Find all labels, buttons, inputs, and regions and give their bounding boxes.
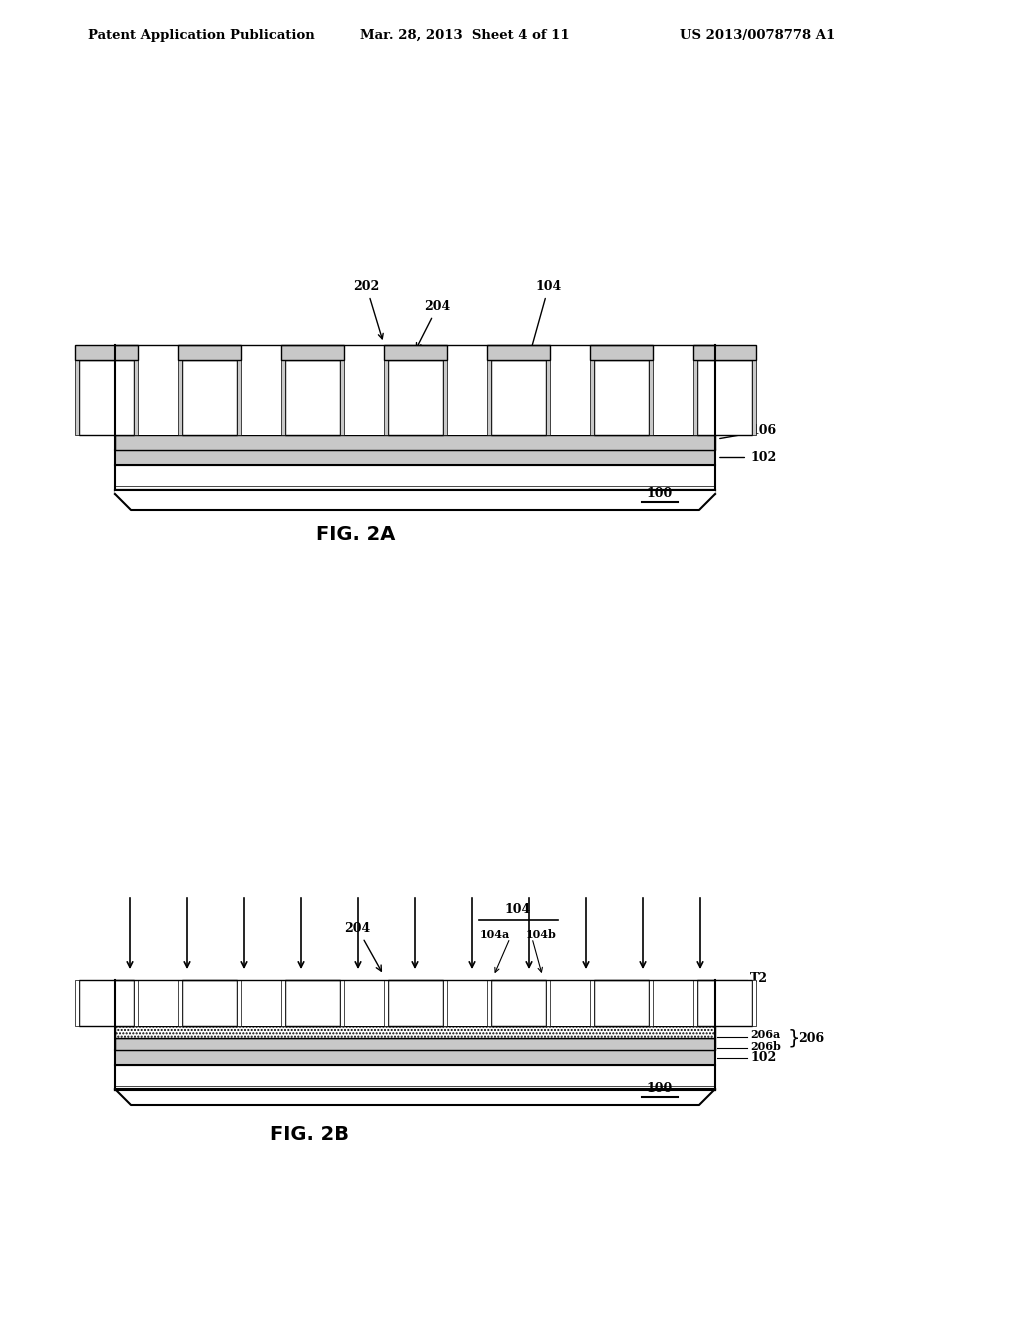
Bar	[79, 979, 133, 1026]
Bar	[594, 979, 648, 1026]
Bar	[181, 360, 237, 436]
Bar	[75, 979, 115, 1026]
Bar	[486, 345, 550, 360]
Text: Patent Application Publication: Patent Application Publication	[88, 29, 314, 41]
Bar	[75, 360, 115, 436]
Text: 206a: 206a	[750, 1030, 780, 1040]
Bar	[550, 360, 590, 436]
Bar	[79, 360, 133, 436]
Bar	[115, 1065, 715, 1090]
Bar	[115, 436, 715, 450]
Bar	[648, 979, 652, 1026]
Text: FIG. 2B: FIG. 2B	[270, 1126, 349, 1144]
Bar	[177, 360, 181, 436]
Bar	[137, 360, 177, 436]
Bar	[237, 360, 241, 436]
Bar	[115, 1038, 715, 1049]
Text: 104: 104	[517, 280, 562, 393]
Bar	[115, 1049, 715, 1065]
Bar	[137, 979, 177, 1026]
Bar	[177, 979, 181, 1026]
Bar	[115, 490, 715, 494]
Bar	[75, 345, 137, 360]
Text: T2: T2	[750, 972, 768, 985]
Bar	[715, 979, 756, 1026]
Polygon shape	[115, 1089, 715, 1105]
Bar	[696, 979, 752, 1026]
Bar	[652, 360, 692, 436]
Bar	[550, 979, 590, 1026]
Bar	[343, 360, 384, 436]
Text: 106: 106	[720, 425, 776, 438]
Bar	[340, 360, 343, 436]
Text: 204: 204	[417, 300, 451, 348]
Text: Mar. 28, 2013  Sheet 4 of 11: Mar. 28, 2013 Sheet 4 of 11	[360, 29, 569, 41]
Bar	[696, 360, 752, 436]
Bar	[442, 360, 446, 436]
Bar	[384, 360, 387, 436]
Text: 206: 206	[798, 1031, 824, 1044]
Bar	[594, 360, 648, 436]
Bar	[133, 360, 137, 436]
Bar	[715, 360, 756, 436]
Bar	[281, 345, 343, 360]
Bar	[692, 345, 756, 360]
Bar	[285, 979, 340, 1026]
Bar	[343, 979, 384, 1026]
Text: FIG. 2A: FIG. 2A	[316, 525, 395, 544]
Bar	[486, 979, 490, 1026]
Bar	[340, 979, 343, 1026]
Bar	[590, 360, 594, 436]
Text: 100: 100	[647, 487, 673, 500]
Text: 102: 102	[750, 1051, 776, 1064]
Bar	[692, 360, 696, 436]
Bar	[281, 979, 285, 1026]
Bar	[446, 979, 486, 1026]
Bar	[590, 979, 594, 1026]
Text: 206b: 206b	[750, 1041, 781, 1052]
Bar	[285, 360, 340, 436]
Text: 104a: 104a	[480, 928, 510, 940]
Bar	[241, 979, 281, 1026]
Bar	[241, 360, 281, 436]
Bar	[752, 360, 756, 436]
Text: 102: 102	[720, 451, 776, 465]
Bar	[115, 465, 715, 490]
Text: 100: 100	[647, 1082, 673, 1096]
Bar	[387, 360, 442, 436]
Bar	[692, 979, 696, 1026]
Text: 202: 202	[353, 280, 383, 339]
Bar	[177, 345, 241, 360]
Bar	[652, 979, 692, 1026]
Bar	[486, 360, 490, 436]
Bar	[237, 979, 241, 1026]
Text: 204: 204	[344, 921, 381, 972]
Text: US 2013/0078778 A1: US 2013/0078778 A1	[680, 29, 836, 41]
Bar	[281, 360, 285, 436]
Bar	[181, 979, 237, 1026]
Bar	[546, 360, 550, 436]
Text: 104b: 104b	[526, 928, 557, 940]
Bar	[446, 360, 486, 436]
Bar	[75, 979, 79, 1026]
Text: }: }	[788, 1028, 801, 1048]
Bar	[133, 979, 137, 1026]
Bar	[384, 345, 446, 360]
Bar	[115, 450, 715, 465]
Bar	[387, 979, 442, 1026]
Bar	[442, 979, 446, 1026]
Bar	[546, 979, 550, 1026]
Text: 104: 104	[505, 903, 531, 916]
Bar	[490, 979, 546, 1026]
Bar	[115, 1026, 715, 1038]
Bar	[648, 360, 652, 436]
Bar	[590, 345, 652, 360]
Bar	[752, 979, 756, 1026]
Bar	[490, 360, 546, 436]
Bar	[384, 979, 387, 1026]
Polygon shape	[115, 490, 715, 510]
Bar	[75, 360, 79, 436]
